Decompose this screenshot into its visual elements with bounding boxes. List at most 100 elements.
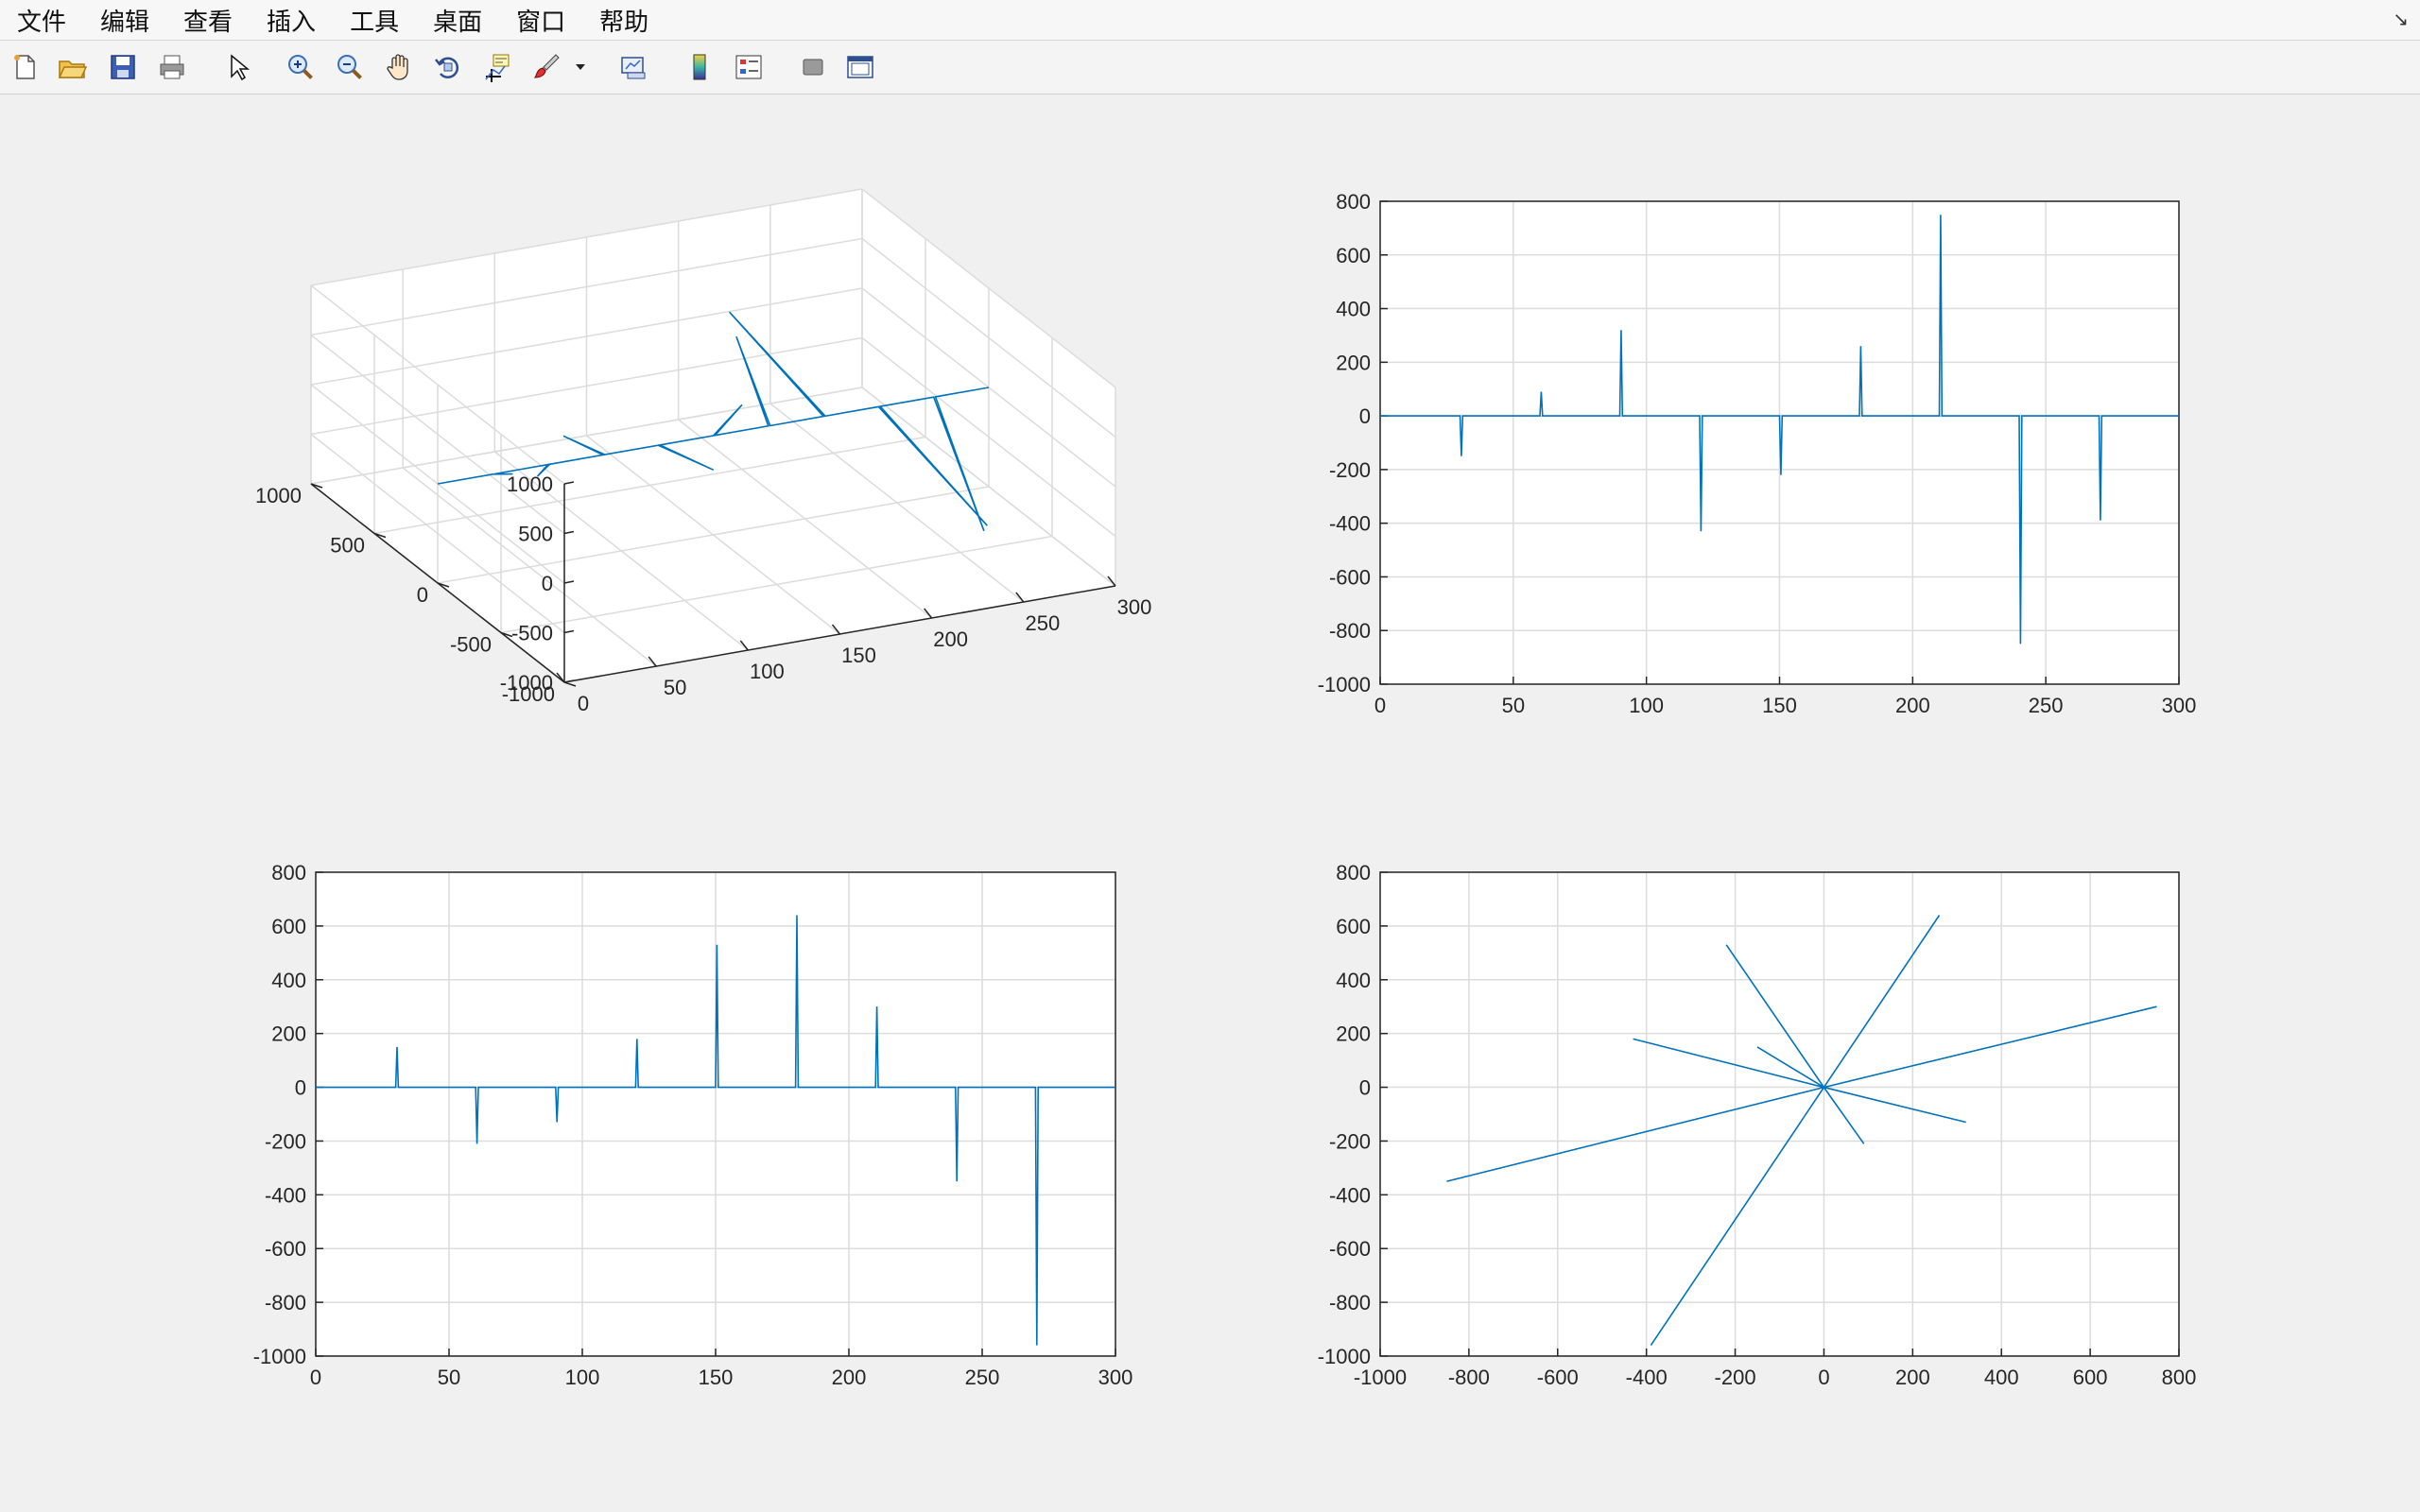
- x-tick-label: 800: [2162, 1366, 2197, 1389]
- x-tick-label: -600: [1537, 1366, 1579, 1389]
- open-file-icon[interactable]: [55, 50, 89, 84]
- subplot-2[interactable]: 0 50 100 150 200 250 300 -1000 -800 -600 -400 -200 0…: [1318, 190, 2197, 717]
- y-tick-label: -800: [265, 1291, 306, 1314]
- x-tick-label: 300: [2162, 694, 2197, 717]
- subplot-1-3d[interactable]: 0 50 100 150 200 250 300 -1000 -500 0 500 1000 -1000…: [255, 188, 1151, 715]
- back-z-grid-line: [310, 287, 863, 386]
- x-tick-mark: [1015, 592, 1025, 603]
- y-tick-label: 800: [1336, 861, 1371, 885]
- x-tick-label: 200: [933, 627, 968, 651]
- series-line: [316, 915, 1115, 1346]
- dock-arrow-icon[interactable]: ↘: [2393, 9, 2409, 30]
- z-tick-label: 0: [542, 572, 553, 595]
- floor-y-grid-line: [437, 486, 990, 584]
- y-tick-label: 800: [1336, 190, 1371, 214]
- x-tick-label: 200: [1895, 694, 1930, 717]
- x-tick-label: -400: [1626, 1366, 1668, 1389]
- side-z-grid-line: [861, 387, 1116, 587]
- rotate-3d-icon[interactable]: [431, 50, 465, 84]
- x-tick-label: -800: [1448, 1366, 1490, 1389]
- menu-insert[interactable]: 插入: [267, 8, 317, 37]
- z-tick-label: -500: [511, 622, 553, 645]
- back-z-grid-line: [310, 188, 863, 286]
- x-tick-label: 100: [750, 660, 785, 683]
- y-tick-label: 0: [417, 583, 428, 607]
- y-tick-label: -600: [1329, 565, 1371, 589]
- x-tick-label: 50: [438, 1366, 460, 1389]
- side-z-grid-line: [861, 336, 1116, 538]
- y-tick-label: 800: [271, 861, 306, 885]
- y-tick-label: -800: [1329, 1291, 1371, 1314]
- z-tick-mark: [563, 580, 575, 584]
- pointer-icon[interactable]: [221, 50, 255, 84]
- menu-edit[interactable]: 编辑: [100, 8, 150, 37]
- zoom-out-icon[interactable]: [333, 50, 367, 84]
- subplot-4[interactable]: -1000 -800 -600 -400 -200 0 200 400 600 800 -1000 -…: [1318, 861, 2197, 1389]
- back-z-grid-line: [310, 387, 863, 485]
- legend-icon[interactable]: [732, 50, 766, 84]
- menu-desktop[interactable]: 桌面: [433, 8, 483, 37]
- y-tick-label: -600: [1329, 1237, 1371, 1261]
- y-tick-label: -800: [1329, 619, 1371, 643]
- menu-view[interactable]: 查看: [183, 8, 233, 37]
- y-tick-label: -400: [1329, 1183, 1371, 1207]
- x-tick-label: 150: [841, 644, 876, 667]
- new-figure-icon[interactable]: [8, 50, 42, 84]
- y-tick-label: -1000: [253, 1345, 306, 1368]
- zoom-in-icon[interactable]: [284, 50, 318, 84]
- floor-y-grid-line: [373, 436, 926, 535]
- menu-tools[interactable]: 工具: [350, 8, 400, 37]
- y-tick-label: -500: [450, 633, 492, 657]
- x-tick-mark: [556, 672, 565, 683]
- z-tick-mark: [563, 530, 575, 535]
- x-tick-label: 150: [699, 1366, 734, 1389]
- y-tick-label: -400: [1329, 512, 1371, 536]
- x-tick-label: -200: [1715, 1366, 1756, 1389]
- y-tick-label: 400: [1336, 969, 1371, 992]
- y-tick-mark: [373, 532, 387, 539]
- y-tick-label: -1000: [502, 682, 555, 706]
- y-tick-label: 200: [1336, 1022, 1371, 1046]
- y-tick-label: -200: [1329, 458, 1371, 482]
- menu-window[interactable]: 窗口: [516, 8, 566, 37]
- print-icon[interactable]: [155, 50, 189, 84]
- floor-y-grid-line: [500, 535, 1053, 634]
- y-tick-label: -400: [265, 1183, 306, 1207]
- figure-canvas[interactable]: 0 50 100 150 200 250 300 -1000 -800 -600 -400 -200 0…: [0, 94, 2420, 1512]
- y-tick-label: 200: [271, 1022, 306, 1046]
- series-line: [1380, 215, 2179, 644]
- y-tick-label: 600: [271, 915, 306, 938]
- x-tick-label: 100: [565, 1366, 600, 1389]
- z-tick-mark: [563, 629, 575, 634]
- link-plot-icon[interactable]: [616, 50, 650, 84]
- series-line-3d: [437, 311, 990, 532]
- x-tick-label: 0: [578, 692, 589, 715]
- show-plot-tools-icon[interactable]: [843, 50, 877, 84]
- y-tick-label: 0: [1359, 1076, 1371, 1100]
- pan-hand-icon[interactable]: [382, 50, 416, 84]
- x-tick-mark: [1107, 576, 1116, 587]
- x-tick-label: 200: [832, 1366, 867, 1389]
- x-tick-mark: [831, 624, 841, 635]
- menu-file[interactable]: 文件: [17, 8, 67, 37]
- y-tick-label: 600: [1336, 915, 1371, 938]
- x-tick-label: 0: [1374, 694, 1386, 717]
- figure-toolbar: [0, 41, 2420, 94]
- menu-help[interactable]: 帮助: [599, 8, 649, 37]
- y-tick-label: -1000: [1318, 673, 1371, 696]
- hide-plot-tools-icon[interactable]: [796, 50, 830, 84]
- x-tick-label: 250: [965, 1366, 1000, 1389]
- y-tick-mark: [310, 483, 323, 489]
- x-tick-label: 50: [1502, 694, 1525, 717]
- save-icon[interactable]: [106, 50, 140, 84]
- brush-icon[interactable]: [529, 50, 563, 84]
- y-tick-label: 200: [1336, 351, 1371, 374]
- colorbar-icon[interactable]: [683, 50, 717, 84]
- y-tick-label: 1000: [255, 484, 302, 507]
- brush-dropdown-icon[interactable]: [571, 50, 590, 84]
- y-tick-label: 600: [1336, 244, 1371, 267]
- data-cursor-icon[interactable]: [480, 50, 514, 84]
- subplot-3[interactable]: 0 50 100 150 200 250 300 -1000 -800 -600 -400 -200 0…: [253, 861, 1133, 1389]
- y-tick-mark: [500, 631, 513, 638]
- y-tick-label: -200: [265, 1129, 306, 1153]
